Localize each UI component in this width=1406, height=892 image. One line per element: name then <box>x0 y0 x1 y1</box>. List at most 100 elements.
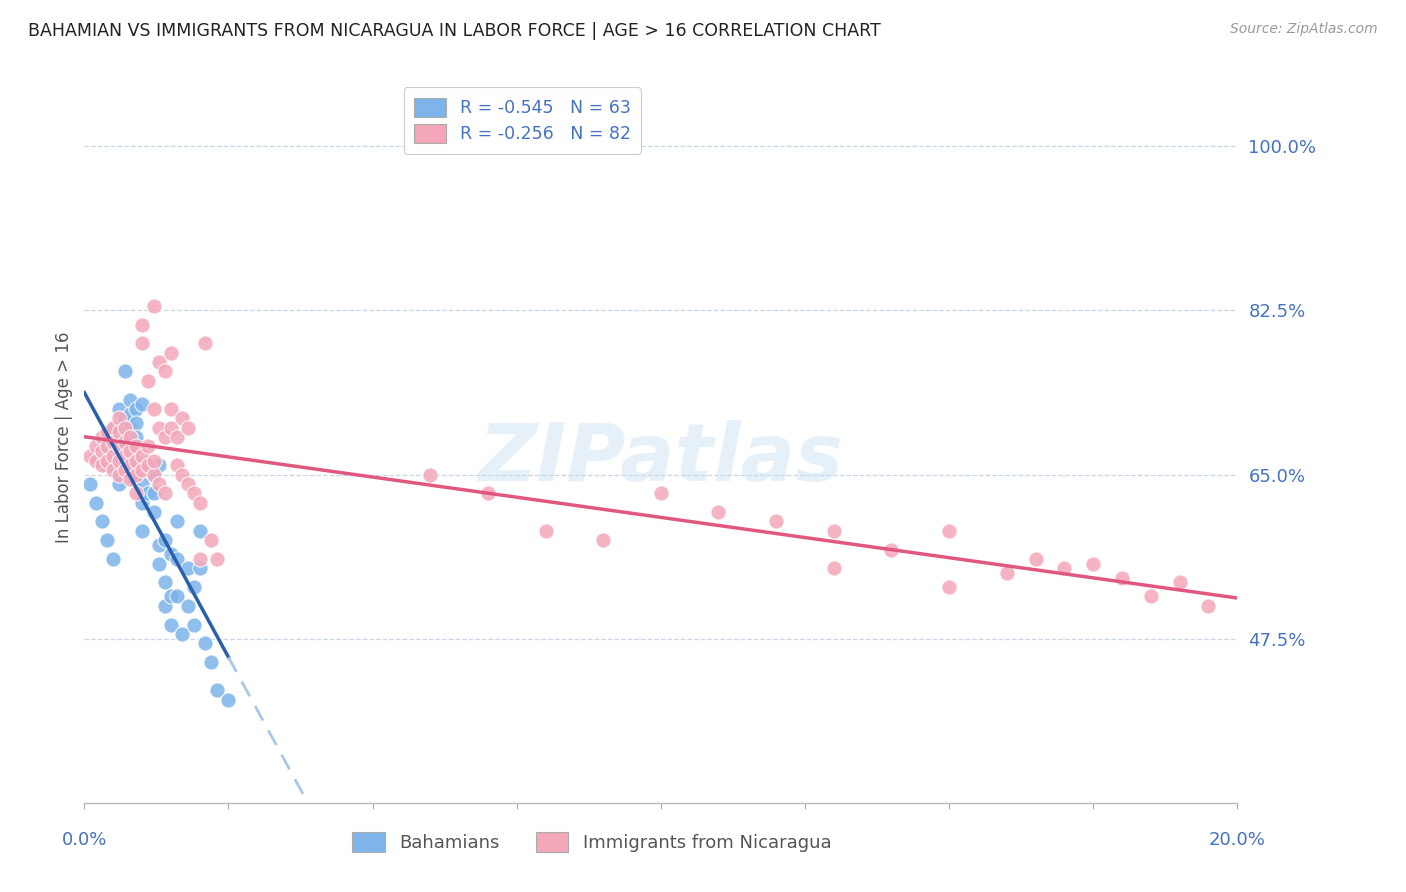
Point <box>120 472 142 486</box>
Point <box>1083 557 1105 571</box>
Point <box>125 458 148 473</box>
Point <box>84 449 107 463</box>
Point <box>136 458 159 473</box>
Point <box>125 453 148 467</box>
Point <box>125 430 148 444</box>
Point <box>160 401 183 416</box>
Point <box>90 440 112 454</box>
Point <box>205 683 228 698</box>
Point <box>114 425 136 440</box>
Point <box>120 434 142 449</box>
Point <box>880 542 903 557</box>
Text: ZIPatlas: ZIPatlas <box>478 420 844 498</box>
Point <box>96 425 118 440</box>
Point <box>120 430 142 444</box>
Point <box>148 420 170 434</box>
Point <box>188 561 211 575</box>
Point <box>131 524 153 538</box>
Point <box>131 477 153 491</box>
Point <box>160 617 183 632</box>
Point <box>823 524 845 538</box>
Text: Source: ZipAtlas.com: Source: ZipAtlas.com <box>1230 22 1378 37</box>
Point <box>200 533 222 548</box>
Point <box>707 505 730 519</box>
Point <box>1140 590 1163 604</box>
Point <box>177 477 200 491</box>
Point <box>419 467 441 482</box>
Point <box>84 496 107 510</box>
Point <box>103 449 124 463</box>
Point <box>153 430 176 444</box>
Point <box>103 453 124 467</box>
Point <box>131 318 153 332</box>
Point <box>194 336 217 351</box>
Point <box>142 299 165 313</box>
Point <box>125 401 148 416</box>
Point <box>125 416 148 430</box>
Point <box>108 440 131 454</box>
Point <box>148 538 170 552</box>
Point <box>103 420 124 434</box>
Point <box>166 458 188 473</box>
Point <box>103 552 124 566</box>
Point <box>194 636 217 650</box>
Point <box>142 467 165 482</box>
Point <box>166 552 188 566</box>
Point <box>188 524 211 538</box>
Point <box>153 364 176 378</box>
Point <box>96 425 118 440</box>
Point <box>120 467 142 482</box>
Point <box>103 440 124 454</box>
Point <box>108 467 131 482</box>
Point <box>160 345 183 359</box>
Point <box>84 453 107 467</box>
Point <box>120 458 142 473</box>
Point <box>90 444 112 458</box>
Point <box>172 467 194 482</box>
Point <box>153 575 176 590</box>
Point <box>90 458 112 473</box>
Point <box>592 533 614 548</box>
Point <box>125 467 148 482</box>
Point <box>142 401 165 416</box>
Point <box>136 486 159 500</box>
Point <box>142 505 165 519</box>
Point <box>108 401 131 416</box>
Point <box>136 440 159 454</box>
Point <box>125 440 148 454</box>
Point <box>188 552 211 566</box>
Point <box>114 434 136 449</box>
Point <box>148 557 170 571</box>
Point <box>160 547 183 561</box>
Point <box>166 590 188 604</box>
Point <box>142 467 165 482</box>
Point <box>188 496 211 510</box>
Point <box>650 486 672 500</box>
Y-axis label: In Labor Force | Age > 16: In Labor Force | Age > 16 <box>55 331 73 543</box>
Point <box>114 420 136 434</box>
Point <box>183 617 205 632</box>
Point <box>108 453 131 467</box>
Point <box>108 477 131 491</box>
Point <box>166 430 188 444</box>
Point <box>823 561 845 575</box>
Point <box>96 440 118 454</box>
Point <box>131 397 153 411</box>
Point <box>120 407 142 421</box>
Point <box>79 477 101 491</box>
Text: 20.0%: 20.0% <box>1209 831 1265 849</box>
Point <box>177 420 200 434</box>
Point <box>90 430 112 444</box>
Point <box>1053 561 1076 575</box>
Point <box>938 524 960 538</box>
Point <box>148 477 170 491</box>
Point <box>765 515 787 529</box>
Point <box>148 355 170 369</box>
Point <box>183 486 205 500</box>
Point <box>84 440 107 454</box>
Point <box>79 449 101 463</box>
Point <box>131 336 153 351</box>
Point <box>96 533 118 548</box>
Point <box>120 392 142 407</box>
Point <box>114 411 136 425</box>
